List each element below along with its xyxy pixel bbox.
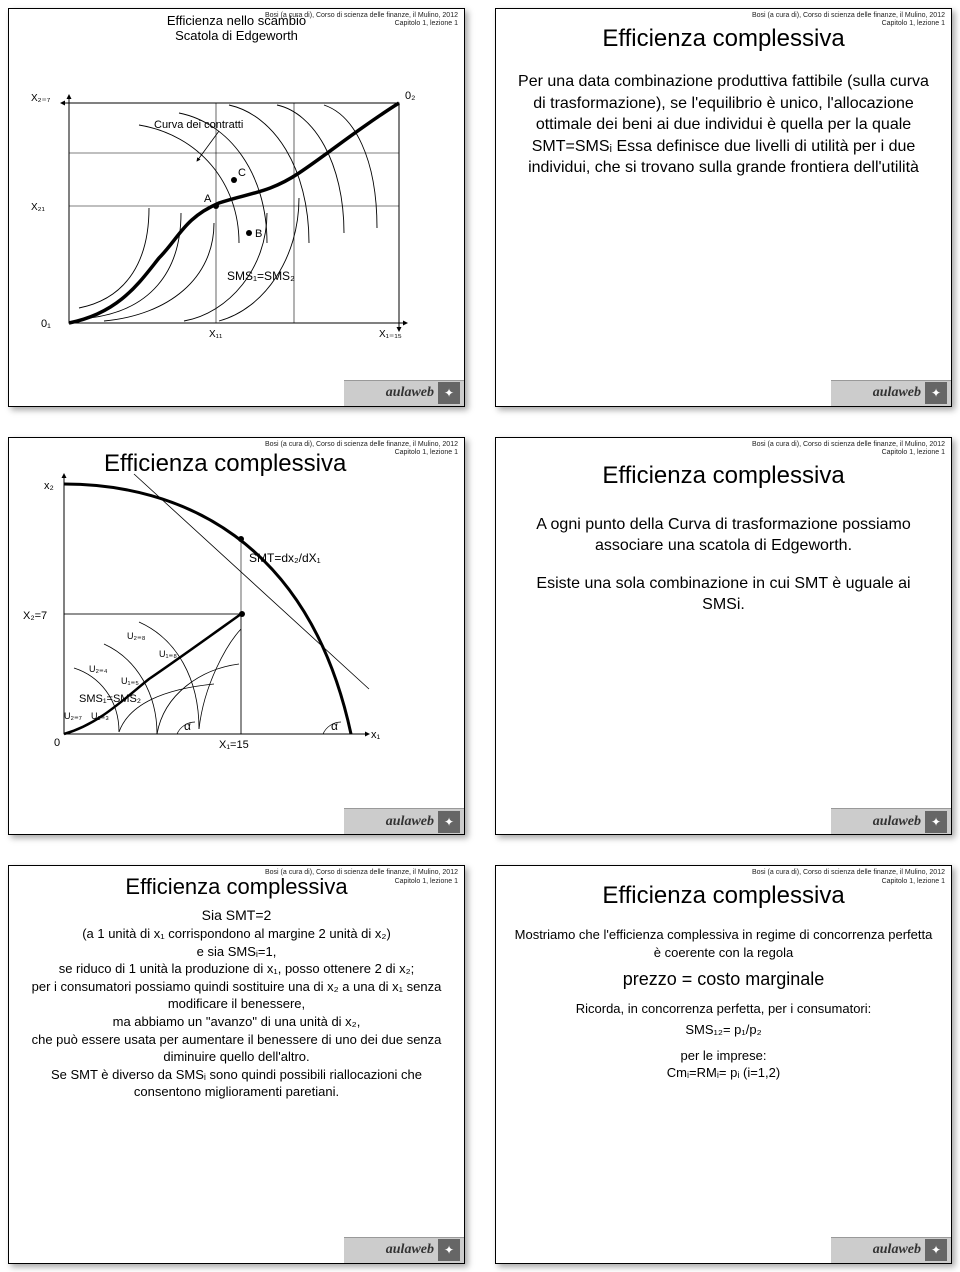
s6-l3: per le imprese: (514, 1047, 933, 1065)
s3-title: Efficienza complessiva (104, 450, 346, 478)
svg-text:U₁₌₅: U₁₌₅ (121, 676, 139, 686)
s2-title: Efficienza complessiva (496, 25, 951, 53)
ppf-diagram: x₂ x₁ 0 X₂=7 X₁=15 SMT=dx₂/dX₁ SMS₁=SMS₂ α α U₂₌₈… (9, 444, 449, 774)
svg-text:x₁: x₁ (371, 729, 381, 741)
s5-l3: se riduco di 1 unità la produzione di x₁… (27, 960, 446, 978)
svg-text:SMT=dx₂/dX₁: SMT=dx₂/dX₁ (249, 551, 321, 565)
header-line1: Bosi (a cura di), Corso di scienza delle… (752, 441, 945, 449)
s6-eq: prezzo = costo marginale (514, 967, 933, 991)
s5-l5: ma abbiamo un "avanzo" di una unità di x… (27, 1013, 446, 1031)
header-line1: Bosi (a cura di), Corso di scienza delle… (265, 441, 458, 449)
slide-header: Bosi (a cura di), Corso di scienza delle… (265, 12, 458, 29)
s6-l2: Ricorda, in concorrenza perfetta, per i … (514, 1000, 933, 1018)
svg-text:X₂=7: X₂=7 (23, 610, 47, 622)
footer-brand: aulaweb (873, 385, 921, 401)
slide-grid: Bosi (a cura di), Corso di scienza delle… (0, 0, 960, 1272)
svg-text:B: B (255, 228, 262, 240)
slide-header: Bosi (a cura di), Corso di scienza delle… (265, 869, 458, 886)
slide-footer: aulaweb ✦ (831, 808, 951, 834)
svg-text:X₁=15: X₁=15 (219, 739, 249, 751)
svg-text:U₁₌₃: U₁₌₃ (91, 711, 109, 721)
svg-text:0: 0 (54, 737, 60, 749)
s5-l7: Se SMT è diverso da SMSᵢ sono quindi pos… (27, 1066, 446, 1101)
svg-text:X₁₌₁₅: X₁₌₁₅ (379, 329, 402, 340)
s2-text: Per una data combinazione produttiva fat… (496, 65, 951, 185)
s4-title: Efficienza complessiva (496, 462, 951, 490)
owl-icon: ✦ (438, 382, 460, 404)
svg-text:A: A (204, 193, 212, 205)
header-line1: Bosi (a cura di), Corso di scienza delle… (752, 12, 945, 20)
footer-brand: aulaweb (386, 1242, 434, 1258)
svg-text:Curva dei contratti: Curva dei contratti (154, 119, 243, 131)
svg-text:U₁₌₈: U₁₌₈ (159, 649, 177, 659)
svg-text:α: α (331, 719, 338, 733)
svg-text:0₂: 0₂ (405, 90, 415, 102)
header-line1: Bosi (a cura di), Corso di scienza delle… (265, 12, 458, 20)
svg-text:U₂₌₇: U₂₌₇ (64, 711, 82, 721)
header-line1: Bosi (a cura di), Corso di scienza delle… (752, 869, 945, 877)
owl-icon: ✦ (438, 1239, 460, 1261)
header-line2: Capitolo 1, lezione 1 (265, 20, 458, 28)
s4-p1: A ogni punto della Curva di trasformazio… (496, 508, 951, 563)
slide-2: Bosi (a cura di), Corso di scienza delle… (495, 8, 952, 407)
s6-title: Efficienza complessiva (496, 882, 951, 910)
slide-header: Bosi (a cura di), Corso di scienza delle… (752, 441, 945, 458)
header-line1: Bosi (a cura di), Corso di scienza delle… (265, 869, 458, 877)
svg-text:SMS₁=SMS₂: SMS₁=SMS₂ (79, 693, 141, 705)
slide-footer: aulaweb ✦ (344, 1237, 464, 1263)
header-line2: Capitolo 1, lezione 1 (265, 878, 458, 886)
s4-p2: Esiste una sola combinazione in cui SMT … (496, 567, 951, 622)
slide-footer: aulaweb ✦ (344, 380, 464, 406)
header-line2: Capitolo 1, lezione 1 (752, 878, 945, 886)
s5-l4: per i consumatori possiamo quindi sostit… (27, 978, 446, 1013)
s5-l1: (a 1 unità di x₁ corrispondono al margin… (27, 925, 446, 943)
slide-4: Bosi (a cura di), Corso di scienza delle… (495, 437, 952, 836)
s5-sub: Sia SMT=2 (27, 906, 446, 925)
s6-f1: SMS₁₂= p₁/p₂ (514, 1021, 933, 1039)
edgeworth-diagram: Curva dei contratti A B C 0₁ 0₂ X₂₌₇ X₂₁ X₁₁ X₁₌₁… (9, 43, 449, 363)
slide-5: Bosi (a cura di), Corso di scienza delle… (8, 865, 465, 1264)
svg-text:U₂₌₈: U₂₌₈ (127, 631, 146, 641)
svg-text:α: α (184, 719, 191, 733)
s6-l1: Mostriamo che l'efficienza complessiva i… (514, 926, 933, 961)
slide-6: Bosi (a cura di), Corso di scienza delle… (495, 865, 952, 1264)
header-line2: Capitolo 1, lezione 1 (752, 449, 945, 457)
svg-text:x₂: x₂ (44, 480, 54, 492)
footer-brand: aulaweb (386, 814, 434, 830)
slide-footer: aulaweb ✦ (831, 380, 951, 406)
svg-text:X₂₁: X₂₁ (31, 202, 46, 213)
svg-text:U₂₌₄: U₂₌₄ (89, 664, 108, 674)
svg-text:X₁₁: X₁₁ (209, 329, 223, 340)
s5-l6: che può essere usata per aumentare il be… (27, 1031, 446, 1066)
s6-f2: Cmᵢ=RMᵢ= pᵢ (i=1,2) (514, 1064, 933, 1082)
svg-text:0₁: 0₁ (41, 318, 51, 330)
header-line2: Capitolo 1, lezione 1 (752, 20, 945, 28)
svg-text:X₂₌₇: X₂₌₇ (31, 93, 51, 104)
slide-footer: aulaweb ✦ (344, 808, 464, 834)
slide-3: Bosi (a cura di), Corso di scienza delle… (8, 437, 465, 836)
footer-brand: aulaweb (386, 385, 434, 401)
svg-text:SMS₁=SMS₂: SMS₁=SMS₂ (227, 269, 295, 283)
slide-footer: aulaweb ✦ (831, 1237, 951, 1263)
owl-icon: ✦ (438, 811, 460, 833)
footer-brand: aulaweb (873, 1242, 921, 1258)
slide-header: Bosi (a cura di), Corso di scienza delle… (752, 869, 945, 886)
owl-icon: ✦ (925, 1239, 947, 1261)
slide-header: Bosi (a cura di), Corso di scienza delle… (752, 12, 945, 29)
slide-1: Bosi (a cura di), Corso di scienza delle… (8, 8, 465, 407)
svg-text:C: C (238, 167, 246, 179)
owl-icon: ✦ (925, 811, 947, 833)
owl-icon: ✦ (925, 382, 947, 404)
footer-brand: aulaweb (873, 814, 921, 830)
s1-title2: Scatola di Edgeworth (9, 28, 464, 43)
s5-l2: e sia SMSᵢ=1, (27, 943, 446, 961)
